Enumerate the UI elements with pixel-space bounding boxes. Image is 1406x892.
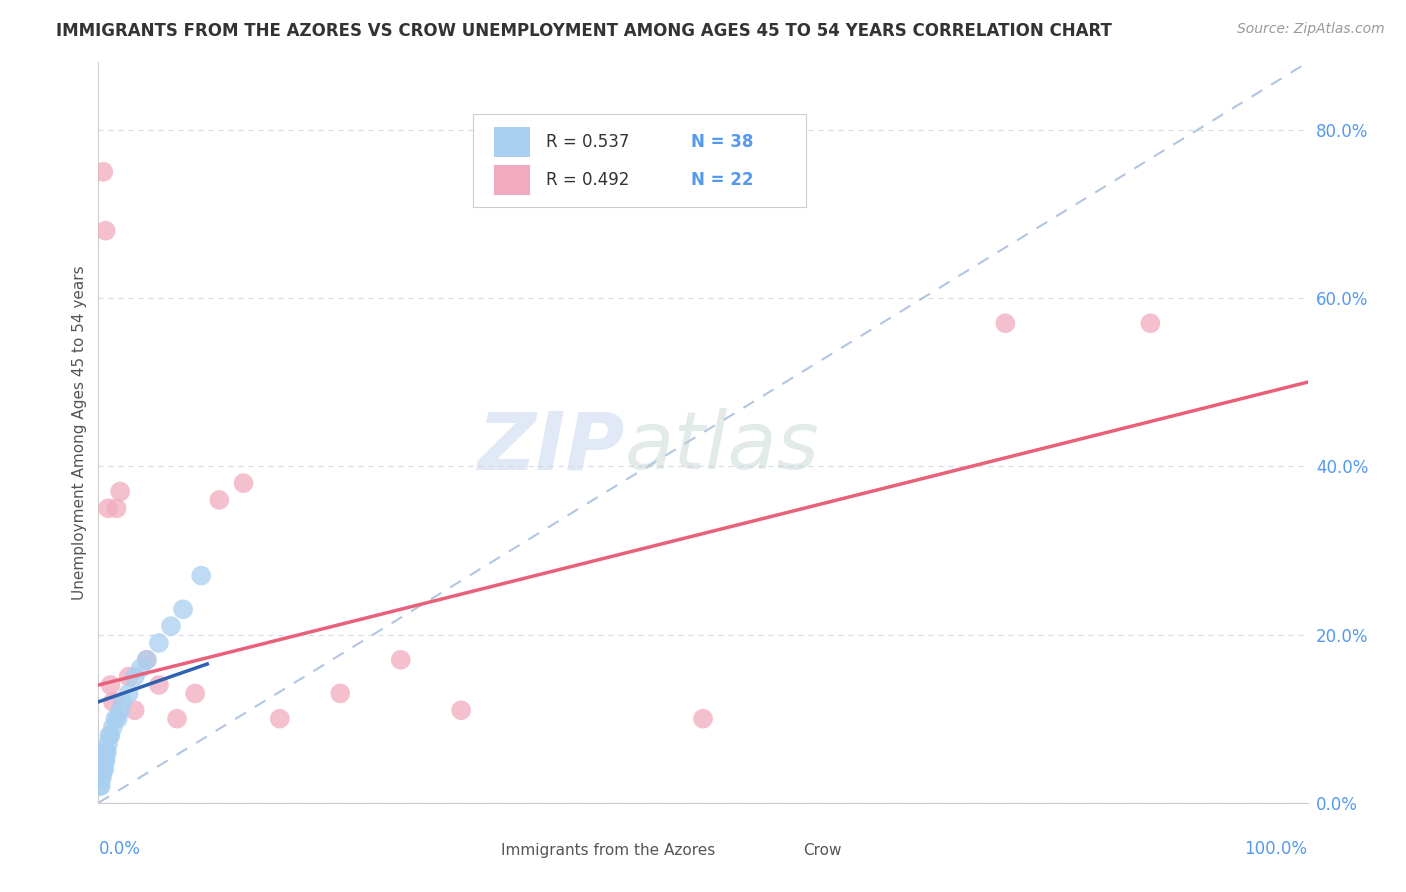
Point <box>124 670 146 684</box>
Point <box>90 771 112 785</box>
Point <box>108 484 131 499</box>
Point <box>232 476 254 491</box>
Point <box>90 754 112 768</box>
Text: 100.0%: 100.0% <box>1244 840 1308 858</box>
Point <box>135 653 157 667</box>
Point <box>91 762 114 776</box>
Text: Crow: Crow <box>803 844 842 858</box>
Point <box>97 501 120 516</box>
Point <box>101 720 124 734</box>
Point <box>160 619 183 633</box>
Point <box>107 712 129 726</box>
Point <box>104 712 127 726</box>
FancyBboxPatch shape <box>494 127 530 157</box>
Text: R = 0.492: R = 0.492 <box>546 171 628 189</box>
Text: IMMIGRANTS FROM THE AZORES VS CROW UNEMPLOYMENT AMONG AGES 45 TO 54 YEARS CORREL: IMMIGRANTS FROM THE AZORES VS CROW UNEMP… <box>56 22 1112 40</box>
Point <box>90 762 112 776</box>
Point <box>190 568 212 582</box>
Point <box>91 754 114 768</box>
Point <box>96 745 118 759</box>
Point <box>89 779 111 793</box>
Point <box>91 754 114 768</box>
Point <box>389 653 412 667</box>
Point <box>118 670 141 684</box>
Point <box>208 492 231 507</box>
Point <box>118 686 141 700</box>
Point <box>100 729 122 743</box>
FancyBboxPatch shape <box>769 841 796 862</box>
Point <box>98 729 121 743</box>
Point <box>994 316 1017 330</box>
FancyBboxPatch shape <box>494 165 530 195</box>
Point <box>89 754 111 768</box>
Point <box>91 762 114 776</box>
Point <box>89 745 111 759</box>
Point <box>89 762 111 776</box>
Y-axis label: Unemployment Among Ages 45 to 54 years: Unemployment Among Ages 45 to 54 years <box>72 265 87 600</box>
Point <box>124 703 146 717</box>
FancyBboxPatch shape <box>467 841 494 862</box>
Point <box>269 712 291 726</box>
Point <box>692 712 714 726</box>
Point <box>101 695 124 709</box>
Point <box>105 501 128 516</box>
Point <box>91 165 114 179</box>
Text: N = 22: N = 22 <box>690 171 754 189</box>
Point <box>329 686 352 700</box>
Point <box>184 686 207 700</box>
Point <box>91 771 114 785</box>
Point <box>91 745 114 759</box>
Point <box>135 653 157 667</box>
Point <box>100 678 122 692</box>
Point <box>1139 316 1161 330</box>
Point <box>90 779 112 793</box>
Point <box>93 762 115 776</box>
Point <box>89 771 111 785</box>
Text: ZIP: ZIP <box>477 409 624 486</box>
Text: atlas: atlas <box>624 409 820 486</box>
Point <box>94 745 117 759</box>
Text: Source: ZipAtlas.com: Source: ZipAtlas.com <box>1237 22 1385 37</box>
Point <box>172 602 194 616</box>
Text: N = 38: N = 38 <box>690 133 754 151</box>
Point <box>148 678 170 692</box>
Point <box>97 737 120 751</box>
Point <box>166 712 188 726</box>
Point <box>91 745 114 759</box>
Point <box>94 754 117 768</box>
Text: R = 0.537: R = 0.537 <box>546 133 628 151</box>
Point <box>93 745 115 759</box>
Text: 0.0%: 0.0% <box>98 840 141 858</box>
Point <box>129 661 152 675</box>
Point <box>450 703 472 717</box>
Point <box>94 224 117 238</box>
Point <box>111 695 134 709</box>
Point <box>93 754 115 768</box>
Text: Immigrants from the Azores: Immigrants from the Azores <box>501 844 716 858</box>
FancyBboxPatch shape <box>474 114 806 207</box>
Point <box>108 703 131 717</box>
Point <box>148 636 170 650</box>
